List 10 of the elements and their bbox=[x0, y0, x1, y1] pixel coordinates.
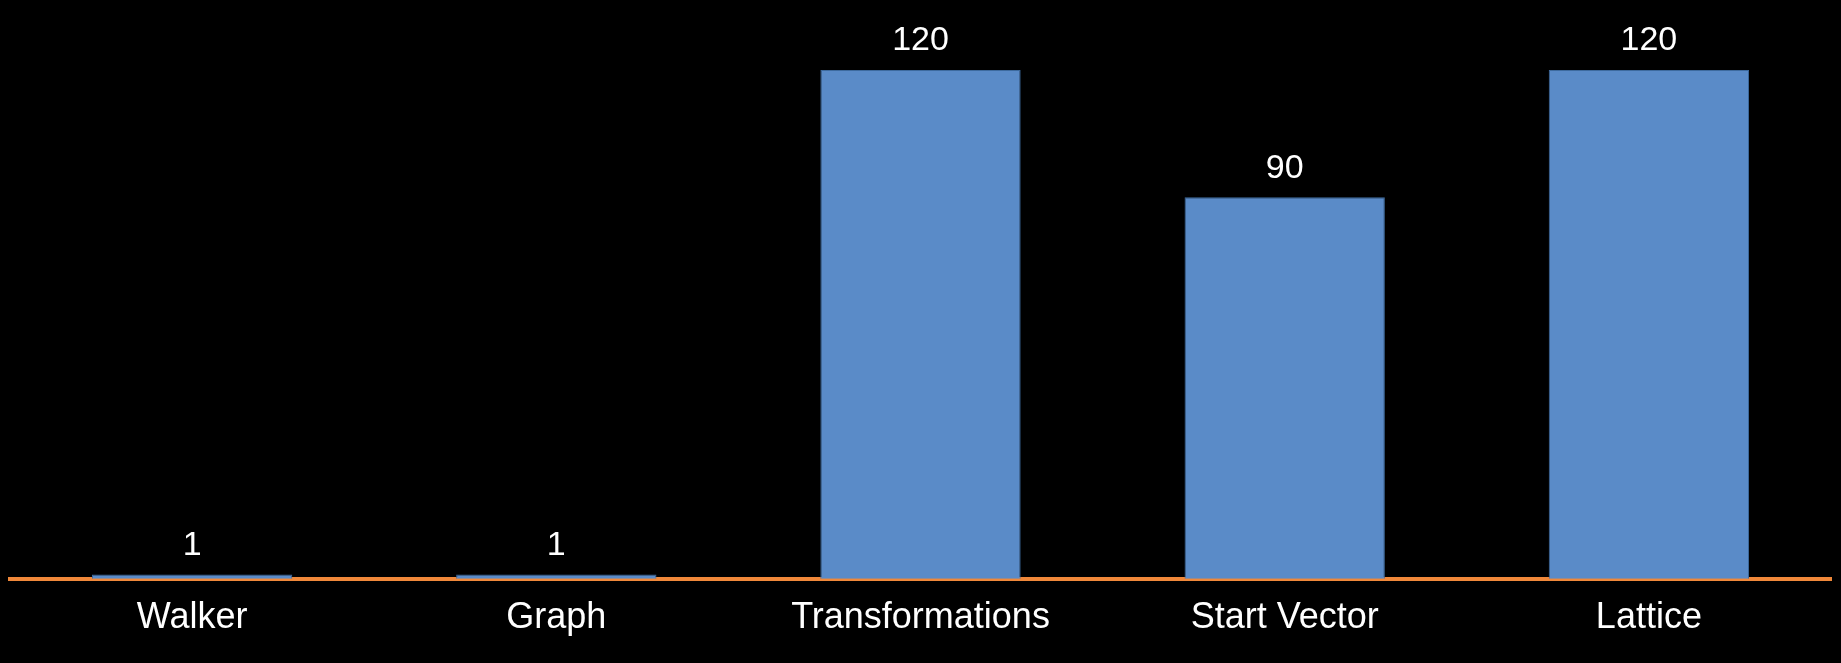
x-tick-label: Start Vector bbox=[1190, 595, 1379, 637]
x-tick-label: Graph bbox=[506, 595, 607, 637]
x-tick-label: Walker bbox=[136, 595, 248, 637]
data-label: 120 bbox=[892, 19, 949, 58]
data-label: 90 bbox=[1265, 146, 1304, 185]
data-label: 1 bbox=[546, 523, 566, 562]
x-tick-label: Transformations bbox=[791, 595, 1050, 637]
data-label: 1 bbox=[182, 523, 202, 562]
data-label: 120 bbox=[1620, 19, 1678, 58]
x-tick-label: Lattice bbox=[1595, 595, 1702, 637]
